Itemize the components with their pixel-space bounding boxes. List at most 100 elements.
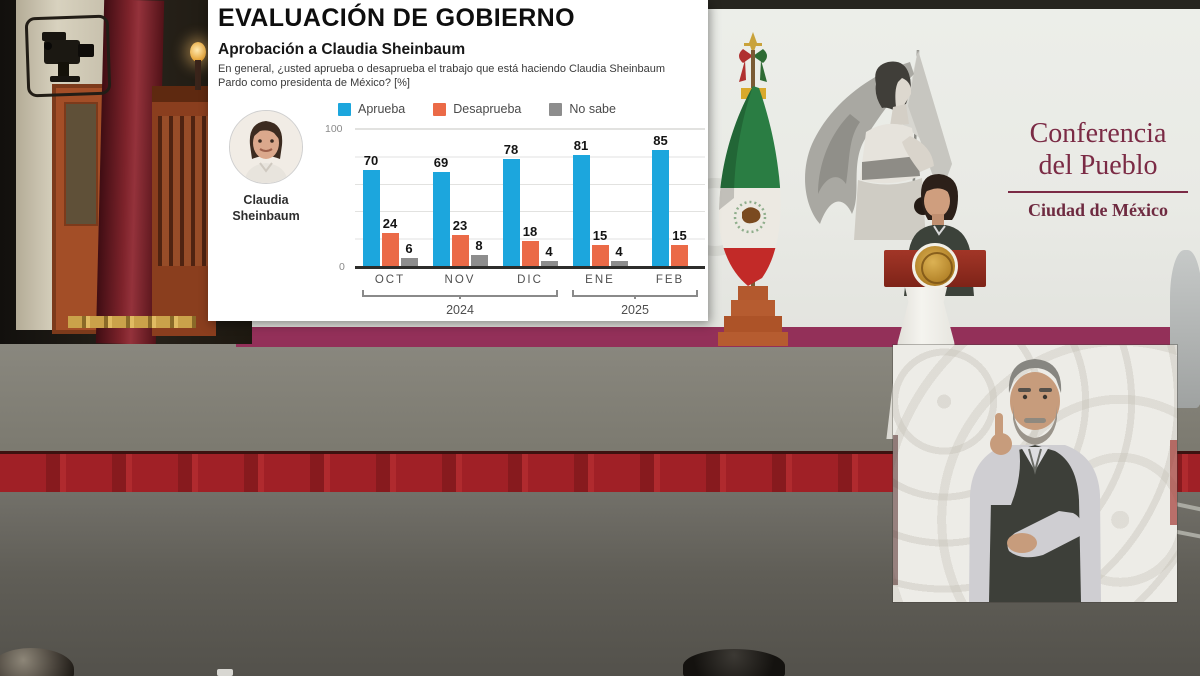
seal-inner-ring	[921, 252, 953, 284]
month-label: FEB	[655, 274, 685, 286]
year-bracket	[362, 290, 558, 299]
person-name: Claudia Sheinbaum	[232, 193, 300, 224]
inset-edge-right	[1170, 440, 1177, 525]
cabinet-slats	[158, 116, 210, 266]
bar-unit: 4	[610, 244, 628, 266]
bar-aprueba	[502, 159, 520, 266]
legend-item: Aprueba	[338, 102, 405, 116]
interpreter-inset	[893, 345, 1177, 602]
bar-unit: 85	[652, 133, 669, 266]
bracket-tick	[634, 295, 636, 299]
bar-group: 78 18 4	[501, 129, 559, 266]
bar-unit: 18	[521, 224, 539, 266]
bar-desaprueba	[451, 234, 469, 266]
bar-value-label: 18	[522, 224, 538, 240]
presidential-seal-icon	[912, 243, 958, 289]
legend-label: Aprueba	[358, 102, 406, 116]
y-axis-max-label: 100	[325, 123, 343, 135]
legend-swatch	[338, 102, 351, 116]
bar-group: 70 24 6	[361, 129, 419, 266]
bar-group: 69 23 8	[431, 129, 489, 266]
month-label: ENE	[585, 274, 615, 286]
bar-unit: 8	[470, 238, 488, 266]
bar-value-label: 4	[545, 243, 553, 259]
bar-desaprueba	[671, 245, 688, 266]
lamp-post	[195, 60, 201, 90]
month-label: OCT	[374, 274, 406, 286]
bar-unit: 69	[432, 155, 450, 266]
year-bracket	[572, 290, 698, 299]
bracket-tick	[459, 295, 461, 299]
legend-label: Desaprueba	[453, 102, 522, 116]
cabinet-rail	[152, 86, 216, 102]
bar-group: 85 15	[641, 129, 699, 266]
bar-value-label: 78	[503, 142, 519, 158]
legend-swatch	[549, 102, 563, 116]
backdrop-title-block: Conferencia del Pueblo Ciudad de México	[1002, 118, 1194, 221]
bar-no-sabe	[610, 260, 628, 266]
bar-value-label: 70	[363, 153, 379, 169]
year-axis: 2024 2025	[355, 288, 705, 324]
gold-floor-moulding	[68, 316, 196, 328]
bar-group: 81 15 4	[571, 129, 629, 266]
bars-row: 70 24 6 69 23 8 78 18 4 81 15 4 85 15	[355, 129, 705, 266]
bar-desaprueba	[591, 245, 609, 266]
bar-unit: 81	[572, 138, 590, 266]
interpreter-figure	[969, 359, 1101, 602]
bar-value-label: 6	[405, 240, 413, 256]
bar-unit: 15	[671, 228, 688, 266]
year-label: 2024	[446, 303, 474, 317]
year-label: 2025	[621, 303, 649, 317]
bar-desaprueba	[381, 233, 399, 266]
mexican-flag	[718, 32, 788, 346]
bar-no-sabe	[540, 260, 558, 266]
month-label: NOV	[444, 274, 476, 286]
chart-title: Aprobación a Claudia Sheinbaum	[218, 41, 466, 58]
bar-chart: 100 0 70 24 6 69 23 8 78 18 4 81 15 4 85 15 OCT NOV DIC…	[325, 123, 705, 324]
backdrop-title-divider	[1008, 191, 1188, 194]
backdrop-title-line1: Conferencia	[1029, 118, 1167, 149]
month-label: DIC	[517, 274, 543, 286]
broadcast-camera-icon	[42, 32, 94, 82]
poll-overlay-panel: EVALUACIÓN DE GOBIERNO Aprobación a Clau…	[208, 0, 708, 321]
person-portrait-icon	[230, 111, 302, 183]
bar-unit: 23	[451, 218, 469, 266]
overlay-title: EVALUACIÓN DE GOBIERNO	[218, 4, 575, 32]
bar-value-label: 23	[452, 217, 468, 233]
bar-unit: 15	[591, 228, 609, 266]
person-card: Claudia Sheinbaum	[222, 110, 310, 225]
legend-item: Desaprueba	[433, 102, 521, 116]
audience-head	[683, 649, 785, 676]
y-axis-min-label: 0	[339, 261, 345, 273]
door-glass-panel	[64, 102, 98, 226]
bar-no-sabe	[470, 255, 488, 266]
chart-legend: Aprueba Desaprueba No sabe	[338, 102, 616, 116]
backdrop-subtitle: Ciudad de México	[1027, 200, 1168, 221]
bar-unit: 24	[381, 216, 399, 266]
bar-unit: 4	[540, 244, 558, 266]
bar-value-label: 8	[475, 238, 483, 253]
bar-value-label: 81	[573, 138, 589, 153]
backdrop-artwork	[805, 49, 952, 241]
bar-value-label: 4	[615, 243, 623, 259]
legend-swatch	[433, 102, 447, 116]
bar-desaprueba	[521, 241, 539, 266]
legend-label: No sabe	[569, 102, 616, 116]
bar-unit: 70	[362, 153, 380, 266]
legend-item: No sabe	[549, 102, 616, 116]
bar-aprueba	[572, 155, 590, 266]
bar-aprueba	[652, 149, 669, 266]
bar-value-label: 85	[653, 132, 668, 148]
wooden-cabinet	[152, 86, 216, 336]
bar-value-label: 15	[592, 228, 608, 244]
inset-edge-left	[893, 435, 898, 585]
bar-unit: 78	[502, 142, 520, 266]
avatar	[229, 110, 303, 184]
bar-no-sabe	[400, 257, 418, 266]
floor-object	[217, 669, 233, 676]
bar-value-label: 69	[433, 154, 449, 170]
month-axis: OCT NOV DIC ENE FEB	[355, 274, 705, 286]
backdrop-title-line2: del Pueblo	[1038, 150, 1158, 182]
bar-aprueba	[362, 170, 380, 266]
